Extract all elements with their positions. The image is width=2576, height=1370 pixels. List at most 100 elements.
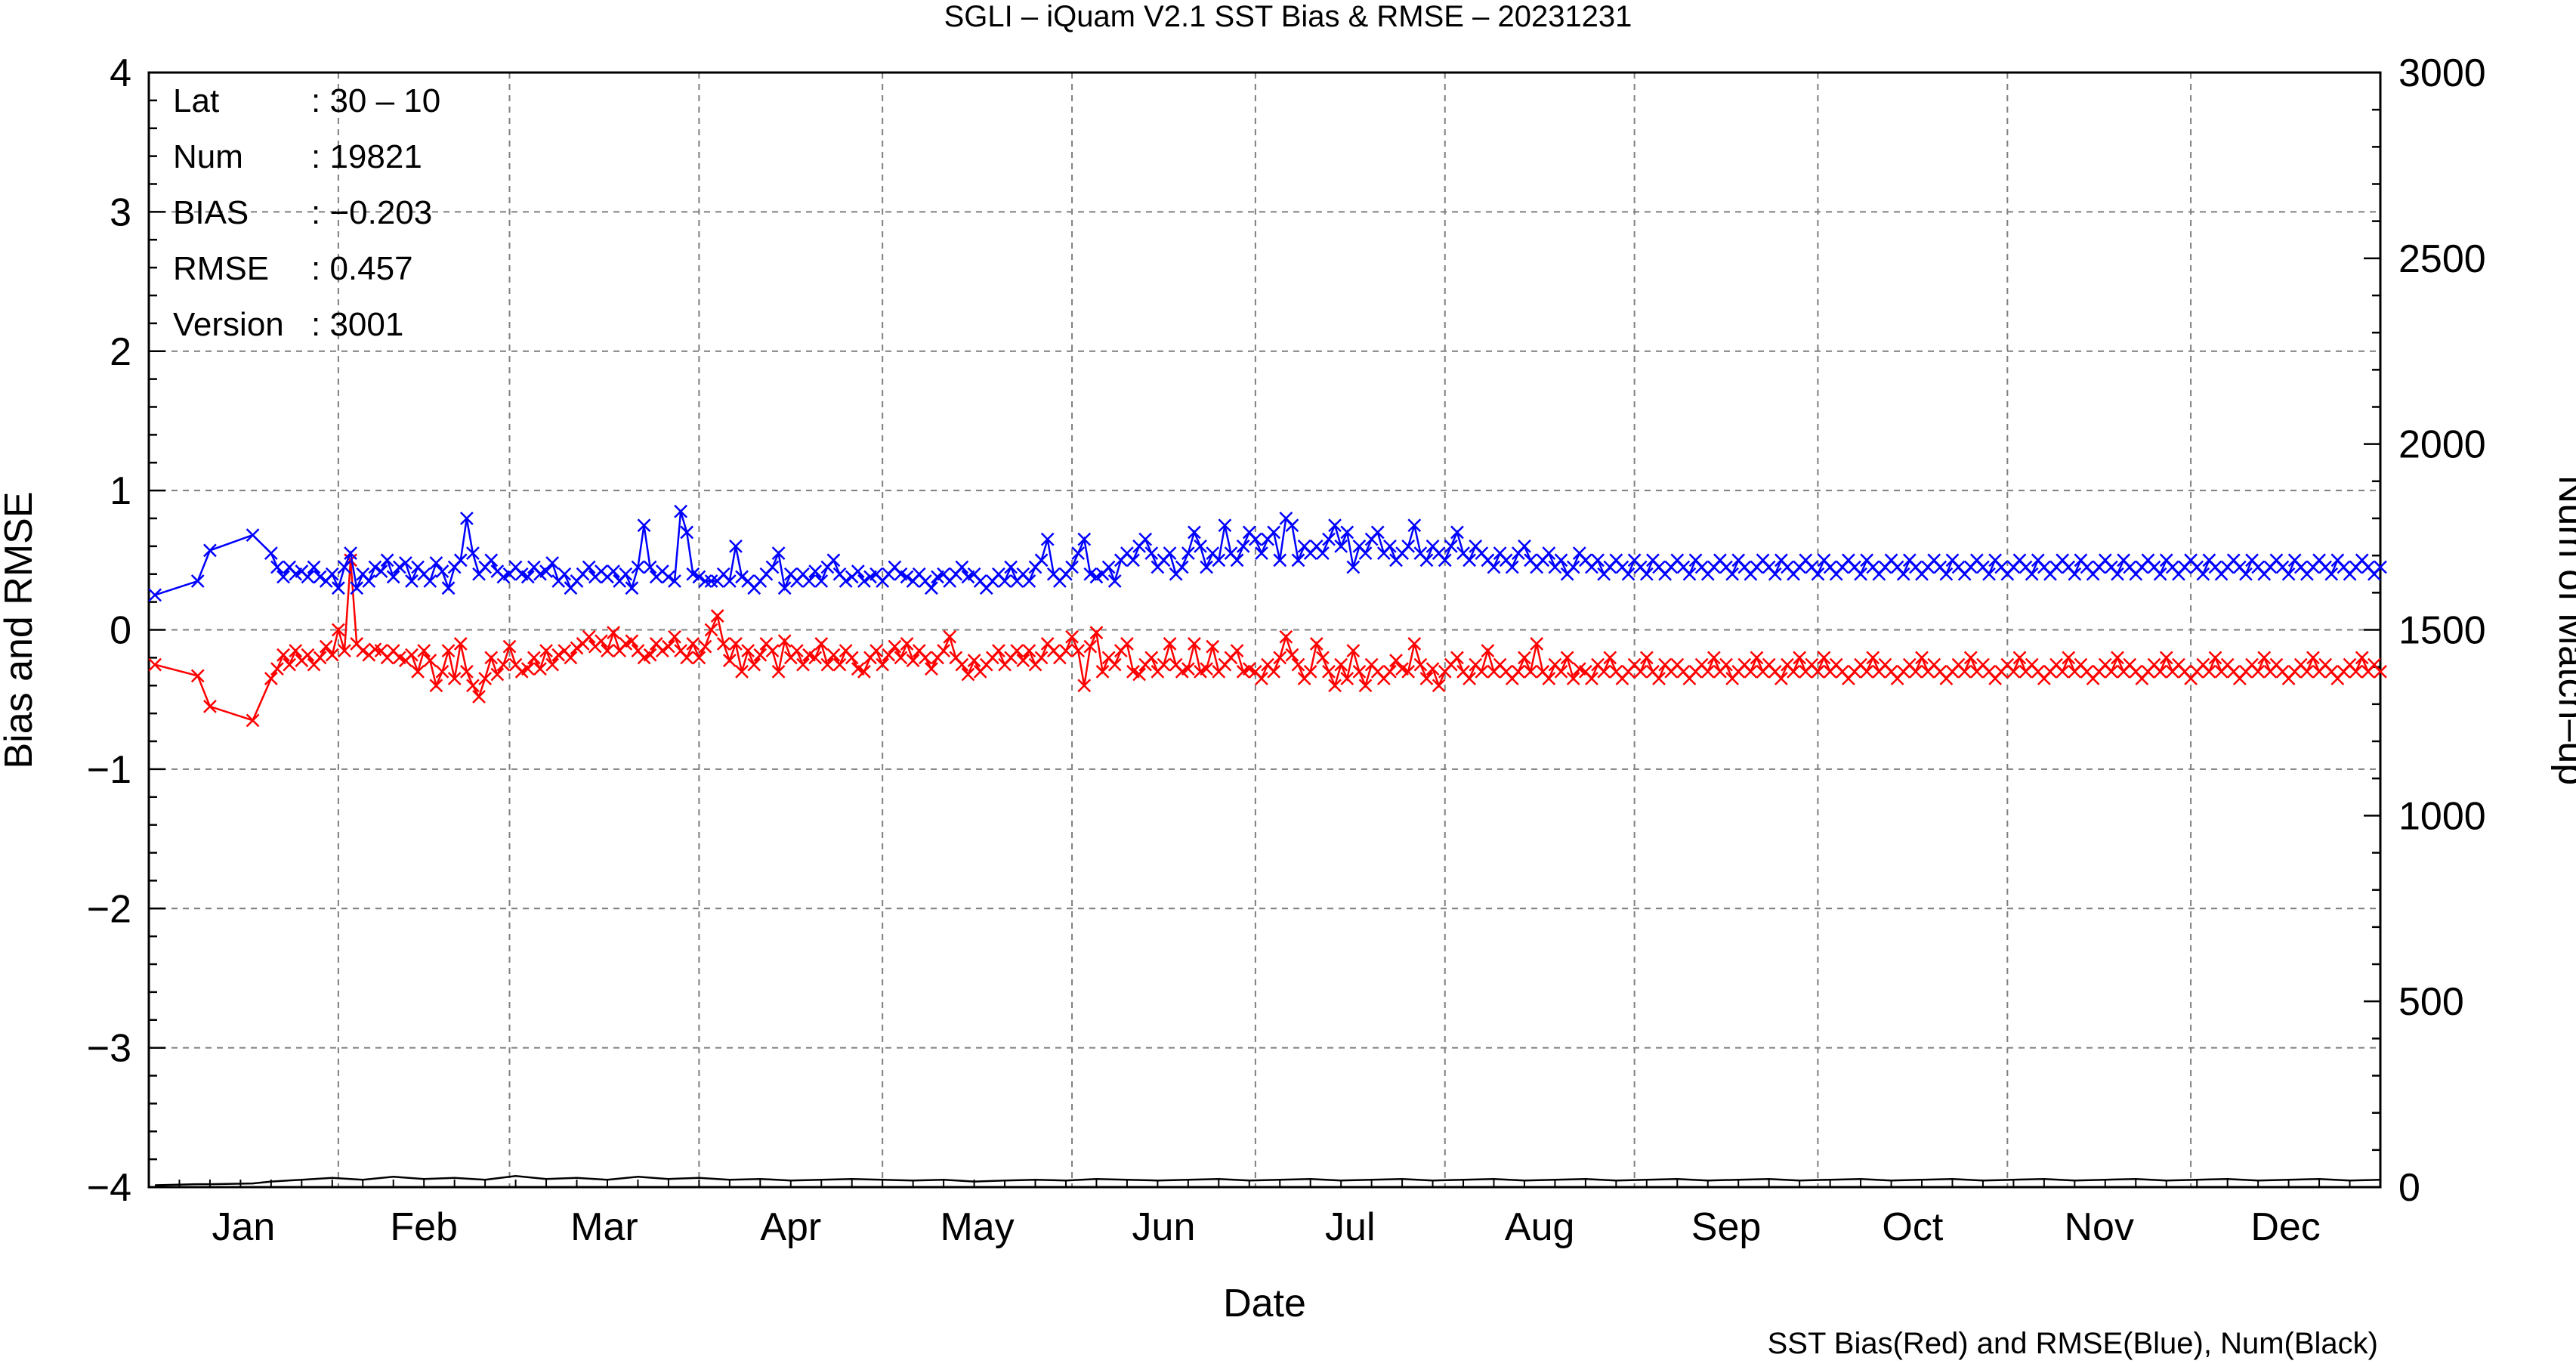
data-point bbox=[1071, 546, 1086, 560]
data-point bbox=[857, 574, 871, 588]
data-point bbox=[1218, 518, 1232, 533]
data-point bbox=[1425, 662, 1440, 676]
data-point bbox=[423, 574, 437, 588]
data-point bbox=[1132, 667, 1146, 682]
data-point bbox=[625, 581, 639, 595]
data-point bbox=[484, 553, 499, 567]
info-value: : 0.457 bbox=[311, 250, 413, 287]
data-point bbox=[655, 644, 669, 658]
data-point bbox=[906, 654, 920, 667]
info-key: Num bbox=[173, 138, 243, 175]
y-right-axis-label: Num of Match–up bbox=[2550, 475, 2576, 785]
data-point bbox=[643, 648, 657, 662]
data-point bbox=[459, 512, 474, 525]
data-point bbox=[741, 644, 755, 658]
data-point bbox=[631, 560, 645, 574]
data-point bbox=[502, 639, 517, 654]
data-point bbox=[2355, 651, 2369, 665]
data-point bbox=[338, 644, 351, 658]
data-point bbox=[1101, 560, 1116, 574]
y-left-tick-label: 2 bbox=[110, 330, 131, 374]
data-point bbox=[826, 648, 841, 662]
data-point bbox=[478, 672, 493, 685]
chart-footnote: SST Bias(Red) and RMSE(Blue), Num(Black) bbox=[1768, 1327, 2378, 1360]
data-point bbox=[1157, 657, 1171, 672]
info-value: : 3001 bbox=[311, 306, 403, 343]
data-point bbox=[1212, 553, 1226, 567]
data-point bbox=[1915, 651, 1929, 665]
data-point bbox=[1181, 662, 1195, 676]
data-point bbox=[490, 667, 505, 682]
data-point bbox=[276, 570, 290, 584]
data-point bbox=[595, 634, 608, 648]
data-point bbox=[2111, 651, 2124, 665]
data-point bbox=[851, 564, 865, 578]
data-point bbox=[1107, 574, 1122, 588]
data-point bbox=[857, 664, 871, 679]
data-point bbox=[1120, 637, 1134, 651]
data-point bbox=[1542, 672, 1556, 685]
data-point bbox=[2324, 567, 2339, 581]
data-point bbox=[704, 574, 718, 588]
data-point bbox=[1034, 553, 1049, 567]
data-point bbox=[1530, 637, 1544, 651]
data-point bbox=[392, 560, 406, 574]
data-point bbox=[1309, 637, 1324, 651]
data-point bbox=[148, 588, 162, 602]
data-point bbox=[680, 651, 694, 665]
month-label: Aug bbox=[1505, 1205, 1575, 1249]
data-point bbox=[729, 539, 743, 553]
data-point bbox=[607, 564, 620, 578]
data-point bbox=[1419, 553, 1434, 567]
data-point bbox=[1291, 553, 1305, 567]
data-point bbox=[246, 528, 260, 543]
data-point bbox=[1487, 560, 1501, 574]
data-point bbox=[1432, 679, 1446, 693]
data-point bbox=[961, 667, 975, 682]
data-point bbox=[1475, 664, 1489, 679]
data-point bbox=[820, 657, 835, 672]
data-point bbox=[839, 574, 853, 588]
data-point bbox=[1450, 651, 1464, 665]
data-point bbox=[1138, 532, 1153, 546]
data-point bbox=[1089, 626, 1104, 640]
y-right-tick-label: 2500 bbox=[2398, 237, 2486, 281]
data-point bbox=[668, 574, 681, 588]
data-point bbox=[484, 651, 499, 665]
axis-ticks bbox=[148, 71, 2381, 1189]
data-point bbox=[2105, 664, 2118, 679]
data-point bbox=[1322, 664, 1336, 679]
data-point bbox=[399, 556, 412, 570]
data-point bbox=[1463, 553, 1477, 567]
data-point bbox=[1511, 664, 1525, 679]
data-point bbox=[1450, 525, 1464, 540]
data-point bbox=[545, 556, 560, 570]
data-point bbox=[888, 639, 902, 654]
data-point bbox=[1034, 651, 1049, 665]
grid-lines bbox=[149, 73, 2380, 1187]
month-label: Sep bbox=[1691, 1205, 1762, 1249]
y-left-tick-label: −1 bbox=[87, 748, 131, 792]
data-point bbox=[313, 570, 327, 584]
month-label: Jan bbox=[212, 1205, 276, 1249]
info-value: : 30 – 10 bbox=[311, 82, 440, 119]
data-point bbox=[735, 570, 749, 584]
data-point bbox=[1585, 672, 1598, 685]
data-point bbox=[325, 567, 339, 581]
x-axis-label: Date bbox=[1223, 1282, 1306, 1325]
data-point bbox=[789, 644, 804, 658]
data-point bbox=[2202, 664, 2216, 679]
data-point bbox=[301, 648, 315, 662]
data-point bbox=[2239, 567, 2253, 581]
data-point bbox=[332, 623, 345, 637]
data-point bbox=[918, 651, 932, 665]
data-point bbox=[826, 553, 841, 567]
data-point bbox=[692, 651, 706, 665]
data-point bbox=[1315, 651, 1330, 665]
data-point bbox=[570, 641, 584, 655]
data-point bbox=[270, 560, 284, 574]
data-point bbox=[1328, 518, 1342, 533]
month-label: Nov bbox=[2064, 1205, 2133, 1249]
data-point bbox=[453, 637, 468, 651]
